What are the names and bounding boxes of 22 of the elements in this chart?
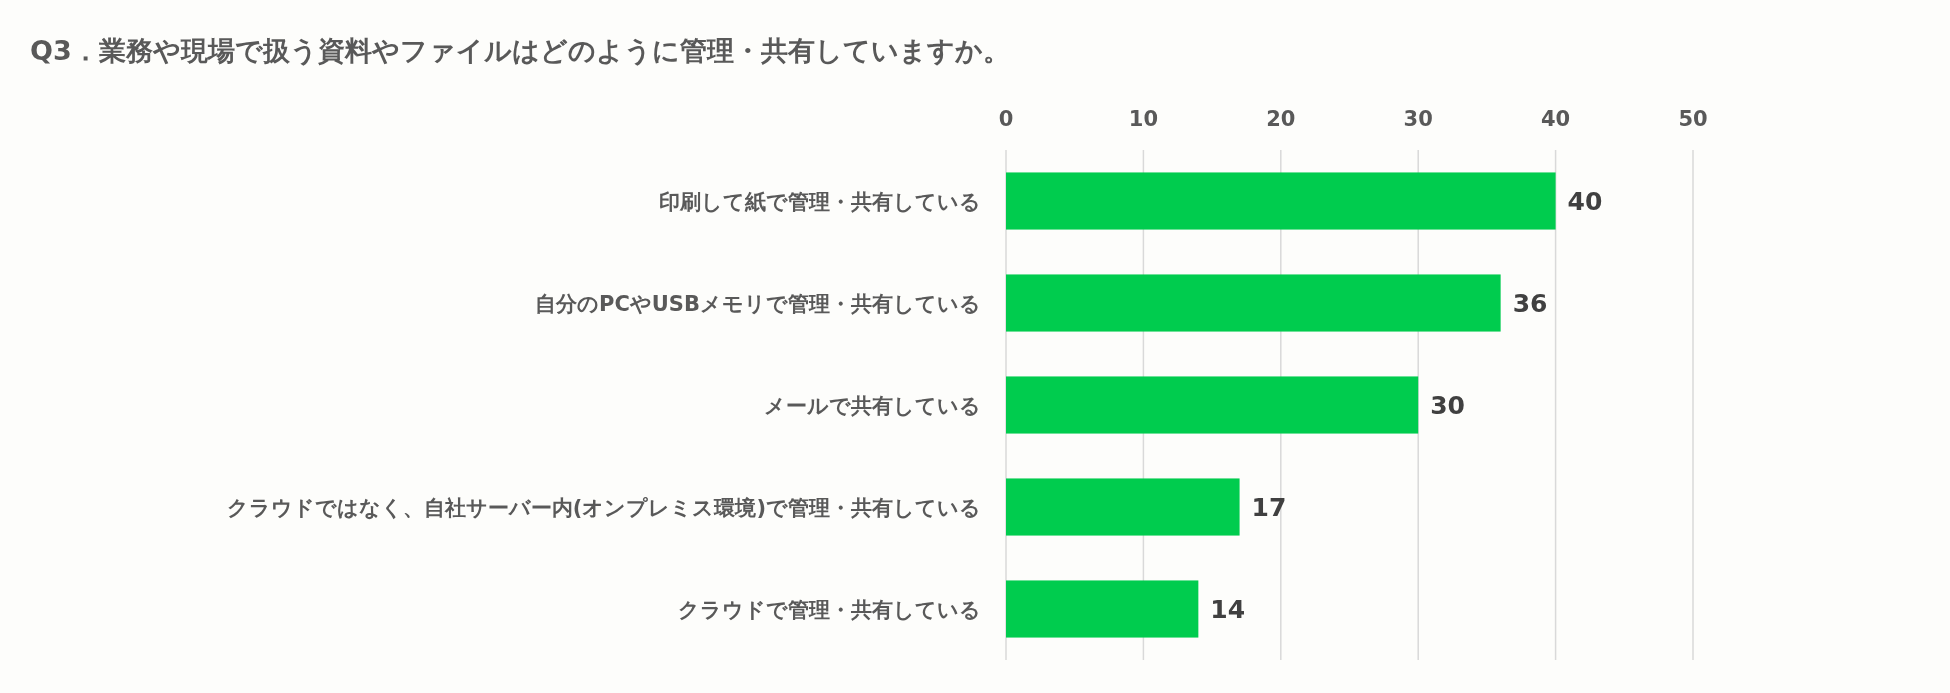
bar [1006, 376, 1419, 434]
x-tick-label: 20 [1266, 107, 1296, 131]
y-tick-label: 自分のPCやUSBメモリで管理・共有している [535, 292, 981, 316]
x-tick-label: 30 [1403, 107, 1433, 131]
y-tick-label: クラウドではなく、自社サーバー内(オンプレミス環境)で管理・共有している [226, 496, 981, 520]
bar [1006, 580, 1199, 638]
data-label: 40 [1567, 187, 1603, 216]
y-tick-label: 印刷して紙で管理・共有している [659, 190, 981, 214]
x-tick-label: 40 [1540, 107, 1571, 131]
bar [1006, 274, 1501, 332]
y-tick-label: メールで共有している [764, 394, 981, 418]
x-tick-label: 10 [1128, 107, 1159, 131]
bar [1006, 478, 1240, 536]
y-tick-label: クラウドで管理・共有している [678, 598, 981, 622]
x-tick-label: 0 [998, 107, 1014, 131]
x-tick-label: 50 [1678, 107, 1708, 131]
data-label: 14 [1210, 595, 1246, 624]
data-label: 17 [1251, 493, 1287, 522]
text: Q3．業務や現場で扱う資料やファイルはどのように管理・共有していますか。 [30, 35, 1010, 66]
data-label: 30 [1430, 391, 1465, 420]
bar [1006, 172, 1556, 230]
data-label: 36 [1512, 289, 1548, 318]
